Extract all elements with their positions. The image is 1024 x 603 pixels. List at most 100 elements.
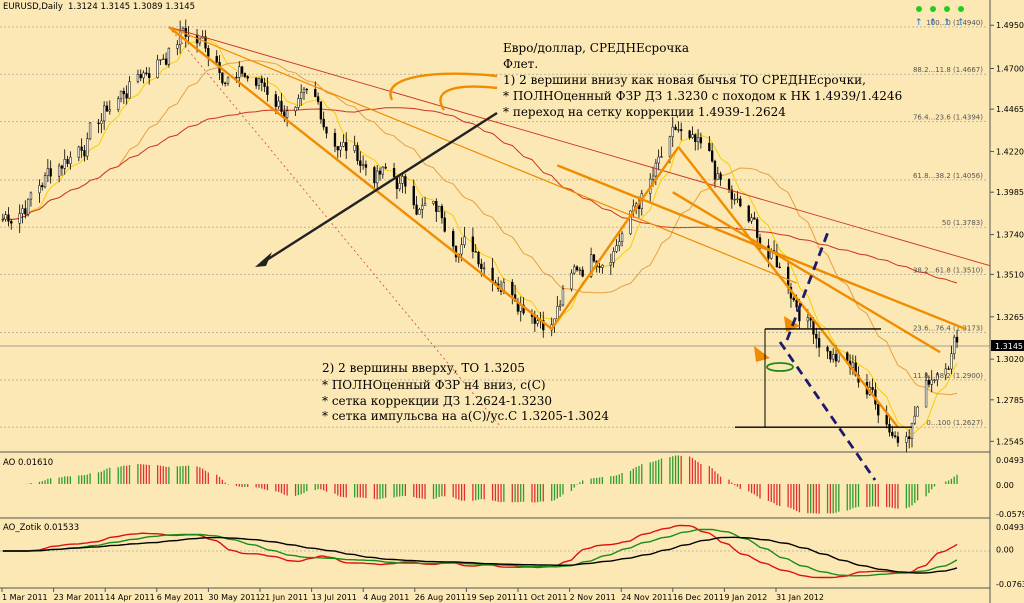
candle-body — [345, 142, 348, 151]
x-tick-label: 4 Aug 2011 — [363, 593, 409, 602]
candle-body — [581, 269, 584, 277]
candle-body — [832, 353, 835, 360]
projection-up — [785, 231, 830, 341]
candle-body — [159, 59, 162, 61]
candle-body — [41, 185, 44, 188]
arrow-line — [672, 191, 941, 354]
candle-body — [333, 132, 337, 147]
candle-body — [677, 129, 680, 131]
x-tick-label: 30 May 2011 — [208, 593, 260, 602]
candle-body — [727, 179, 731, 191]
candle-body — [80, 146, 83, 151]
zotik-green-line — [2, 528, 958, 577]
candle-body — [896, 436, 900, 443]
y-tick-label: 1.4465 — [996, 105, 1024, 114]
note-top-line: * ПОЛНОценный ФЗР ДЗ 1.3230 с походом к … — [503, 89, 902, 103]
candle-body — [88, 122, 92, 140]
candle-body — [294, 107, 297, 112]
svg-text:↑: ↑ — [915, 18, 923, 28]
fib-label: 50 (1.3783) — [942, 219, 983, 227]
candle-body — [77, 146, 80, 158]
swing-line — [550, 146, 680, 330]
candle-body — [412, 185, 415, 206]
candle-body — [1, 219, 4, 221]
ao-zotik-title: AO_Zotik 0.01533 — [3, 523, 79, 533]
candle-body — [336, 146, 339, 151]
candle-body — [688, 130, 691, 138]
candle-body — [452, 231, 455, 247]
candle-body — [207, 48, 210, 57]
candle-body — [533, 316, 536, 324]
candle-body — [401, 176, 404, 184]
candle-body — [955, 336, 959, 343]
y-tick-label: 1.3985 — [996, 188, 1024, 197]
candle-body — [916, 406, 919, 417]
candle-body — [891, 431, 894, 437]
candle-body — [117, 98, 120, 110]
candle-body — [105, 105, 109, 112]
candle-body — [297, 98, 300, 108]
candle-body — [592, 254, 596, 262]
candle-body — [359, 160, 362, 166]
chart-ohlc: 1.3124 1.3145 1.3089 1.3145 — [68, 2, 195, 12]
candle-body — [224, 82, 227, 85]
candle-body — [57, 165, 61, 177]
ao-zotik-lines — [0, 524, 990, 579]
fib-label: 76.4...23.6 (1.4394) — [913, 113, 983, 121]
candle-body — [437, 205, 441, 212]
y-tick-label: 1.3020 — [996, 355, 1024, 364]
candle-body — [176, 44, 179, 49]
fib-label: 61.8...38.2 (1.4056) — [913, 172, 983, 180]
candle-body — [322, 118, 325, 128]
candle-body — [7, 214, 10, 222]
candle-body — [29, 192, 33, 200]
zotik-black-line — [2, 536, 958, 574]
svg-text:↑: ↑ — [957, 18, 965, 28]
candle-body — [325, 126, 328, 134]
candle-body — [885, 414, 888, 425]
notes-top: Евро/доллар, СРЕДНЕсрочка Флет. 1) 2 вер… — [503, 41, 902, 119]
candle-body — [423, 203, 427, 206]
candle-body — [710, 150, 714, 162]
candle-body — [713, 160, 717, 180]
candle-body — [826, 347, 829, 352]
zotik-red-line — [2, 524, 958, 579]
swing-line — [677, 146, 899, 428]
candle-body — [63, 159, 66, 169]
black-arrow-head — [255, 252, 272, 267]
candle-body — [60, 165, 64, 169]
fib-label: 11.8...88.2 (1.2900) — [913, 372, 983, 380]
candle-body — [680, 129, 683, 132]
candle-body — [708, 142, 711, 151]
candle-body — [930, 379, 933, 385]
candle-body — [86, 138, 89, 157]
candle-body — [339, 146, 342, 151]
sub-y-tick-label: 0.00 — [996, 545, 1014, 554]
candle-body — [947, 368, 950, 370]
current-price-label: 1.3145 — [995, 342, 1023, 351]
candle-body — [573, 266, 576, 274]
candle-body — [924, 380, 928, 408]
candle-body — [319, 101, 323, 120]
y-tick-label: 1.4220 — [996, 148, 1024, 157]
candle-body — [629, 210, 632, 235]
candle-body — [736, 198, 739, 200]
candle-body — [657, 156, 660, 164]
double-top-curve — [439, 85, 498, 111]
note-bottom-line: * сетка коррекции ДЗ 1.2624-1.3230 — [322, 394, 552, 408]
candle-body — [477, 252, 480, 265]
candle-body — [913, 415, 916, 424]
candle-body — [953, 336, 956, 355]
candle-body — [480, 263, 483, 269]
notes-bottom: 2) 2 вершины вверху, ТО 1.3205 * ПОЛНОце… — [322, 361, 609, 423]
candle-body — [615, 245, 618, 252]
candle-body — [871, 387, 874, 391]
candle-body — [18, 213, 21, 224]
candle-body — [756, 219, 759, 238]
candle-body — [877, 403, 880, 416]
candle-body — [815, 334, 818, 339]
candle-body — [148, 73, 151, 78]
candle-body — [83, 150, 86, 157]
candle-body — [254, 77, 258, 86]
candle-body — [829, 350, 832, 360]
